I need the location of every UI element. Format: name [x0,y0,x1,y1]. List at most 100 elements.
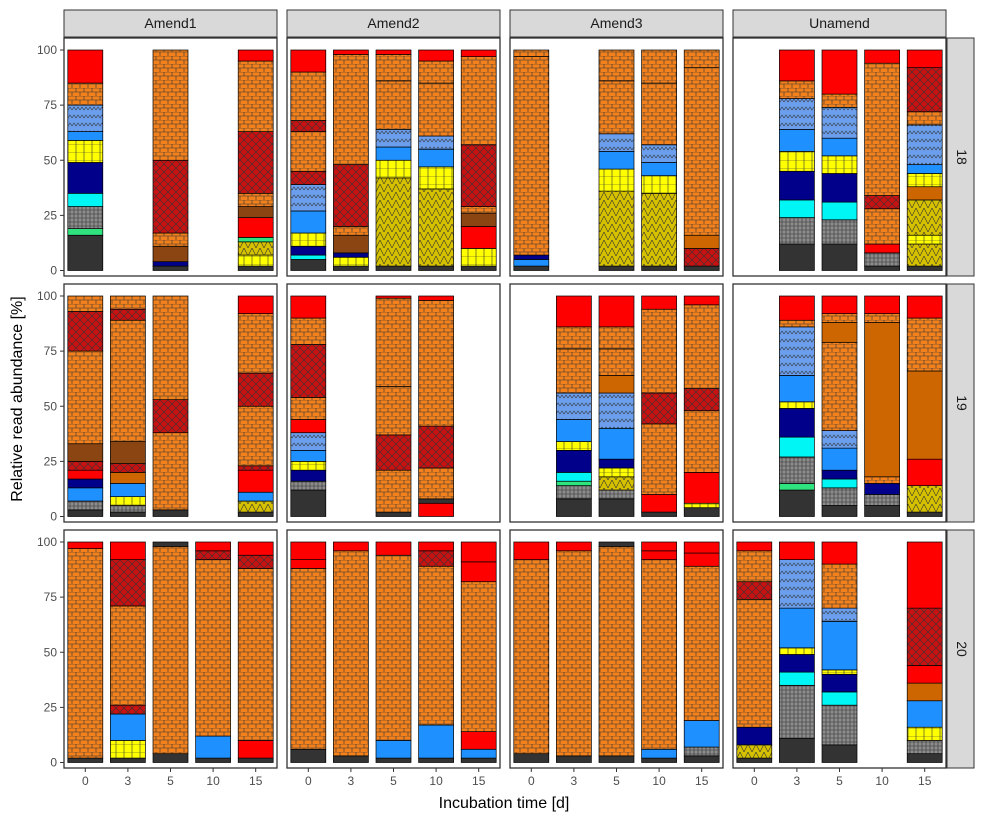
x-tick-label: 5 [390,774,397,788]
bar-segment-orange [375,54,412,82]
bar-segment-navy [821,469,858,480]
bar-segment-dark [598,265,635,271]
bar-segment-red [375,49,412,55]
bar-segment-dark [290,489,327,517]
bar-segment-blue [779,129,815,152]
x-tick-label: 3 [794,774,801,788]
bar-segment-yellow [779,401,815,409]
bar-segment-lightblue [779,98,815,130]
bar-segment-brown [237,206,274,218]
bar-segment-dark [418,265,454,271]
bar-segment-dark [460,265,497,271]
bar-segment-blue [779,607,815,649]
bar-segment-dark [598,541,635,547]
bar-segment-red [641,295,677,310]
bar-segment-red [864,295,900,314]
bar-segment-orange [906,111,943,126]
bar-segment-orange [513,559,550,755]
bar-day-10 [641,295,677,517]
bar-segment-orange [598,49,635,82]
bar-day-10 [418,295,454,517]
bar-segment-gold [237,241,274,256]
bar-segment-orange [598,348,635,376]
bar-segment-dark [152,541,189,547]
bar-segment-orange [821,563,858,609]
bar-segment-lightblue [418,135,454,150]
bar-segment-cyan [556,472,592,482]
bar-day-3 [779,49,815,271]
bar-segment-red [779,295,815,321]
bar-segment-gold [598,190,635,267]
bar-segment-red [418,295,454,301]
bar-day-3 [110,541,146,763]
bar-segment-grey [906,740,943,755]
bar-day-3 [110,295,146,517]
bar-segment-darkred [195,550,231,560]
bar-day-0 [67,541,104,763]
bar-segment-darkred [290,344,327,398]
panel-border [509,37,724,277]
bar-segment-red [641,541,677,552]
bar-segment-orange [641,49,677,84]
bar-segment-green [779,483,815,491]
bar-day-0 [67,49,104,271]
bar-segment-yellow [290,461,327,471]
bar-segment-darkred [67,311,104,352]
bar-segment-orange [641,308,677,394]
bar-segment-orange [864,313,900,323]
bar-segment-lightblue [290,184,327,212]
y-tick-label: 75 [44,344,58,358]
bar-segment-red [333,541,369,552]
panel-19-unamend [732,283,947,523]
bar-segment-orange [736,598,773,728]
panel-19-amend1 [63,283,278,523]
bar-segment-orange [375,554,412,741]
bar-segment-red [333,49,369,55]
bar-segment-blue [821,621,858,671]
bar-day-15 [237,49,274,271]
bar-segment-dark [513,265,550,271]
bar-day-15 [460,541,497,763]
bar-segment-orange [333,54,369,166]
bar-segment-brown [333,234,369,254]
bar-segment-darkorange [906,682,943,702]
bar-segment-red [779,541,815,560]
bar-segment-red [237,469,274,493]
bar-segment-orange [556,326,592,350]
panel-19-amend2 [286,283,501,523]
facet-strips: Amend1 Amend2 Amend3 Unamend 18 19 20 [63,9,975,769]
bar-segment-dark [683,265,720,271]
y-tick-label: 50 [44,153,58,167]
bar-segment-orange [513,49,550,57]
bar-segment-lightblue [906,124,943,166]
bar-day-5 [375,49,412,271]
bar-segment-navy [333,252,369,258]
bar-day-5 [152,295,189,517]
col-strip-amend1 [63,9,278,38]
bar-segment-orange [864,476,900,484]
bar-segment-green [237,237,274,243]
bar-segment-red [864,243,900,254]
y-tick-label: 100 [37,43,57,57]
bar-segment-dark [598,498,635,517]
x-tick-label: 10 [652,774,666,788]
bar-segment-brown [110,441,146,464]
bar-segment-darkred [110,308,146,321]
y-tick-label: 0 [50,756,57,770]
bar-segment-navy [779,654,815,673]
bar-segment-red [418,49,454,62]
bar-day-5 [821,541,858,763]
bar-segment-blue [290,210,327,234]
bar-segment-red [290,541,327,560]
bar-segment-darkred [152,399,189,434]
bar-segment-yellow [821,669,858,675]
bar-day-5 [821,295,858,517]
bar-segment-navy [556,450,592,473]
y-tick-label: 25 [44,208,58,222]
panel-20-unamend [732,529,947,769]
bar-segment-darkred [683,248,720,267]
bar-segment-darkred [67,461,104,471]
y-tick-label: 0 [50,264,57,278]
y-tick-label: 75 [44,590,58,604]
panel-20-amend3 [509,529,724,769]
